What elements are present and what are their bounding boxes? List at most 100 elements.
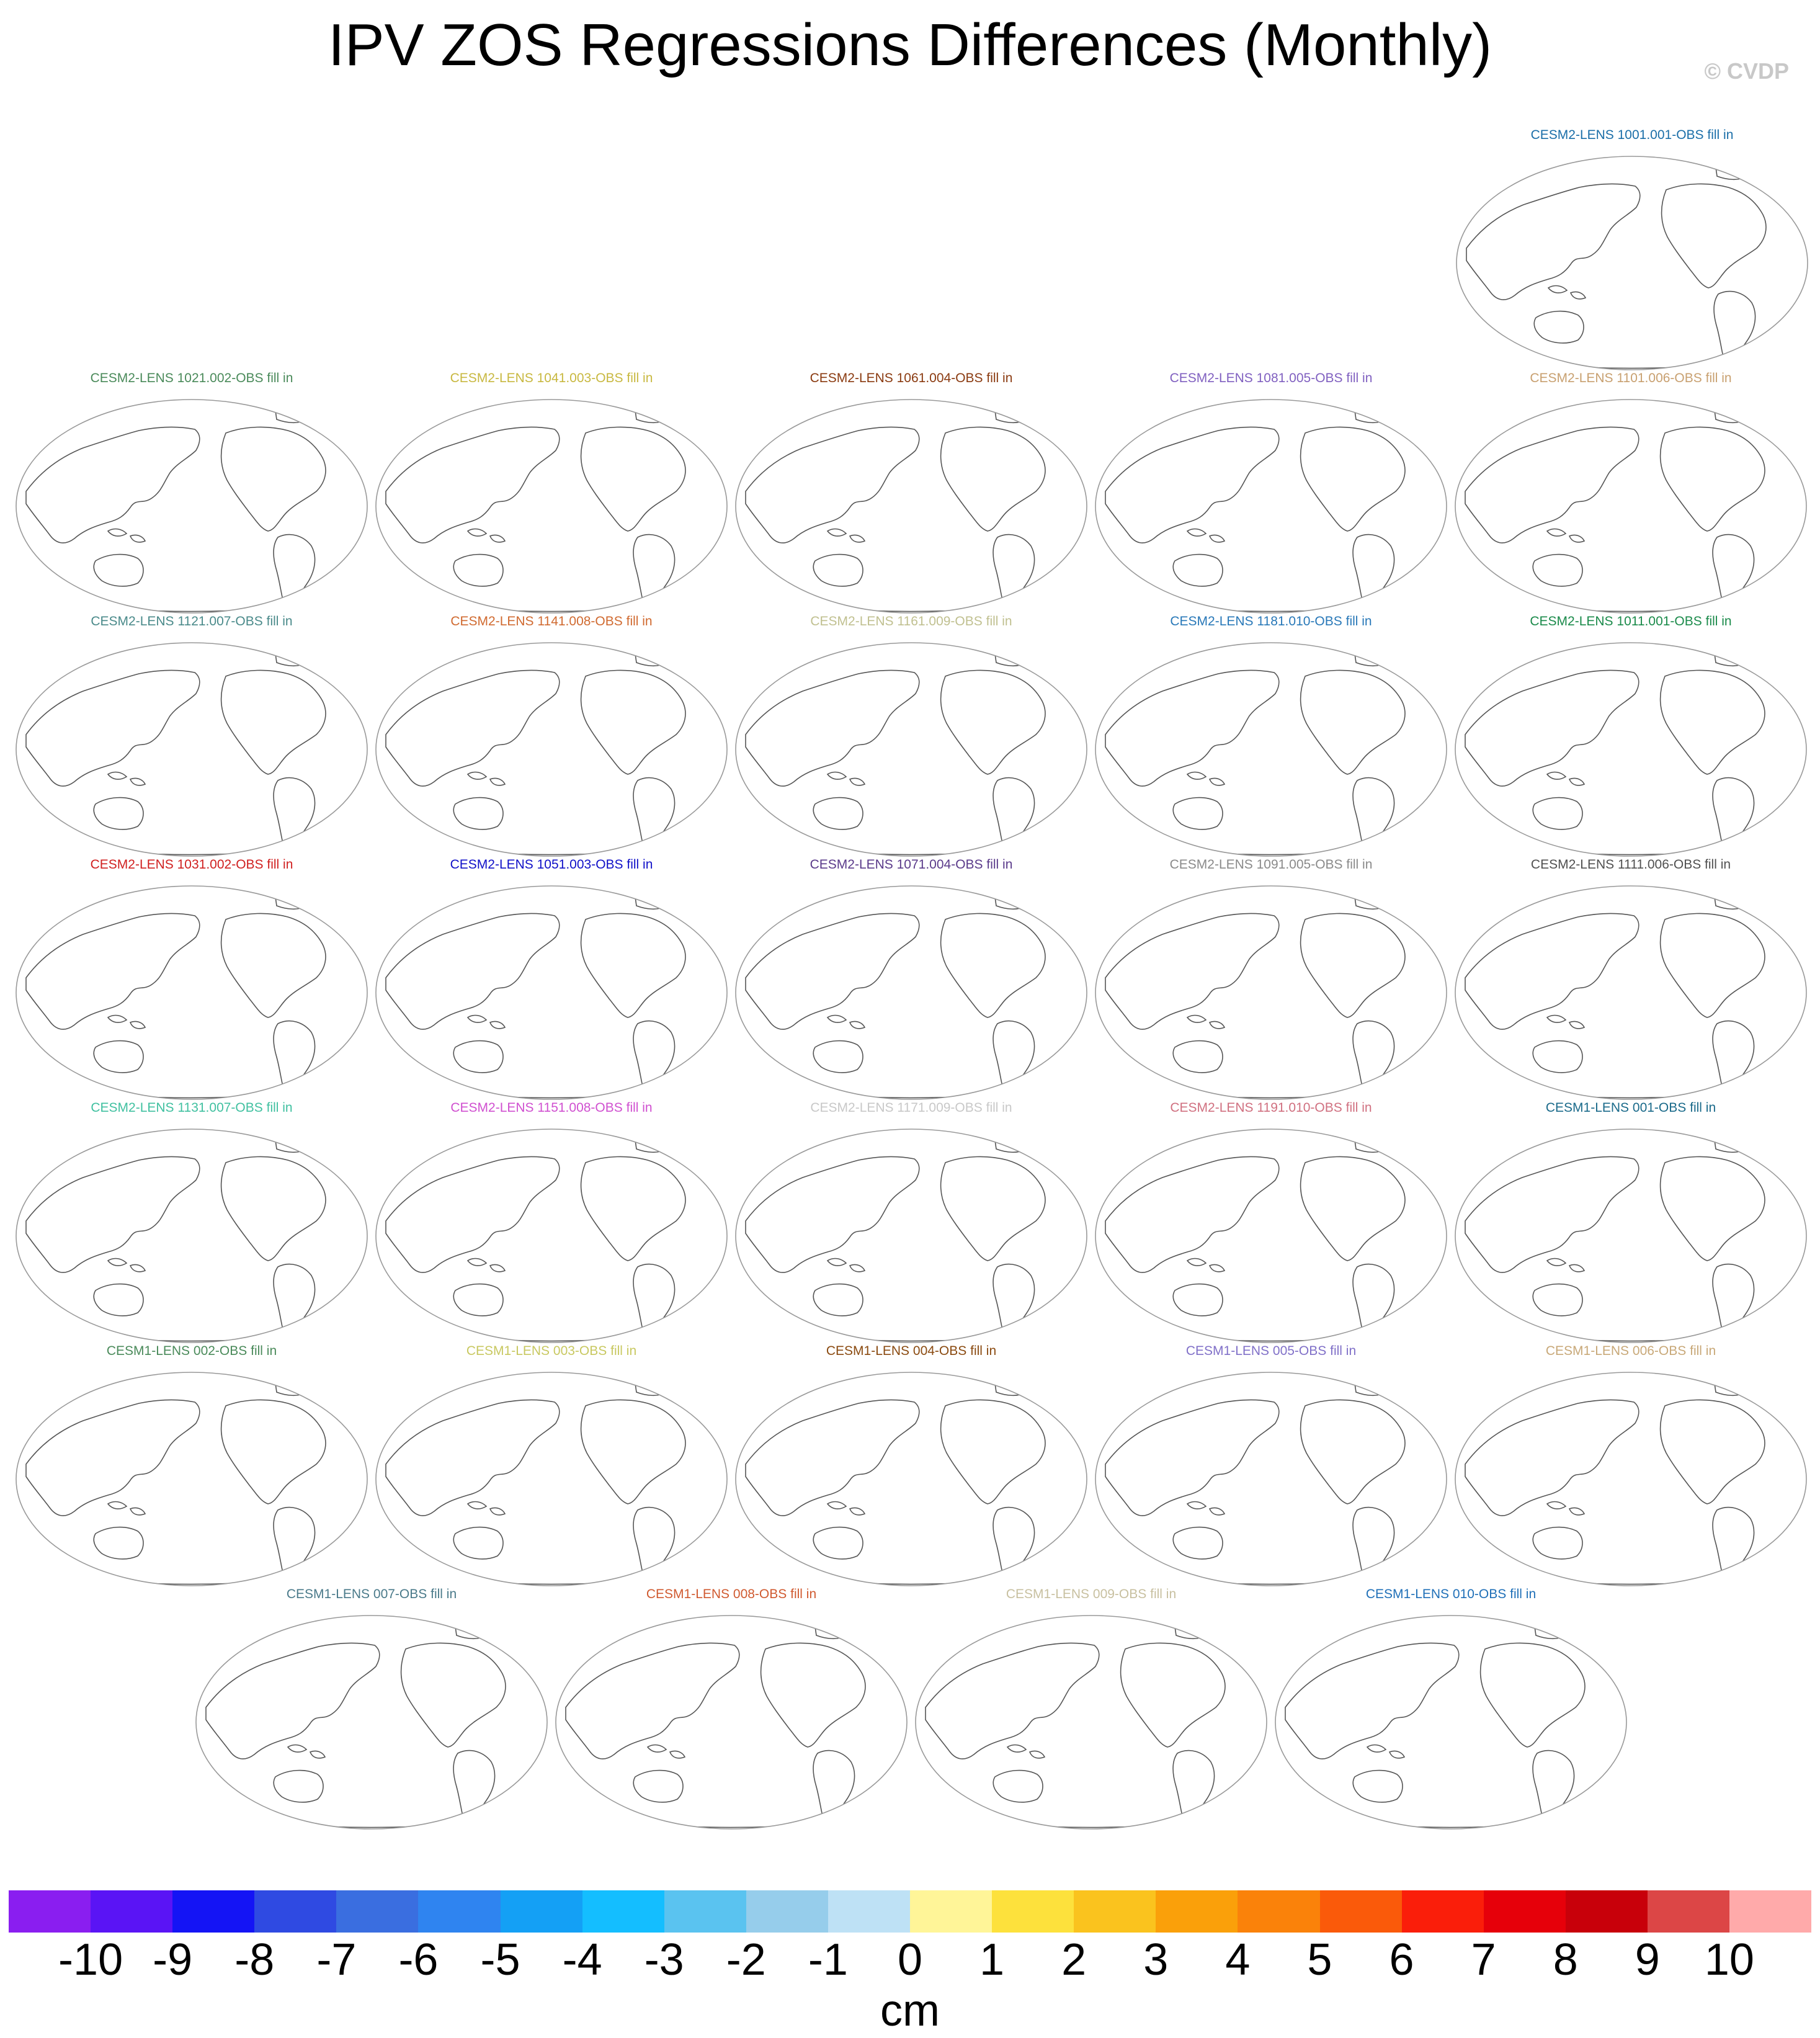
- map-panel: CESM1-LENS 002-OBS fill in: [14, 1344, 370, 1589]
- map-panel: CESM1-LENS 007-OBS fill in: [194, 1587, 550, 1833]
- colorbar-cell: [992, 1890, 1074, 1933]
- map-panel: CESM2-LENS 1061.004-OBS fill in: [733, 371, 1089, 617]
- coastlines: [1465, 653, 1765, 856]
- map-border: [1455, 642, 1807, 857]
- map-panel-title: CESM2-LENS 1131.007-OBS fill in: [91, 1101, 293, 1115]
- colorbar-units: cm: [880, 1986, 940, 2036]
- map-panel: CESM1-LENS 001-OBS fill in: [1453, 1101, 1809, 1346]
- map-panel: CESM2-LENS 1031.002-OBS fill in: [14, 857, 370, 1103]
- map-panel-title: CESM1-LENS 009-OBS fill in: [1006, 1587, 1177, 1601]
- coastlines: [745, 1139, 1046, 1342]
- map-panel-title: CESM2-LENS 1101.006-OBS fill in: [1530, 371, 1732, 385]
- coastlines: [1465, 1382, 1765, 1585]
- map-border: [915, 1615, 1267, 1830]
- map-panel-title: CESM2-LENS 1031.002-OBS fill in: [90, 857, 293, 872]
- map-panel: CESM1-LENS 009-OBS fill in: [913, 1587, 1269, 1833]
- colorbar-cell: [1319, 1890, 1402, 1933]
- map-border: [16, 885, 368, 1100]
- world-map: [1455, 1128, 1807, 1343]
- coastlines: [925, 1625, 1226, 1828]
- map-panel-title: CESM1-LENS 004-OBS fill in: [826, 1344, 997, 1358]
- map-border: [16, 1372, 368, 1586]
- map-panel-title: CESM2-LENS 1121.007-OBS fill in: [91, 614, 293, 628]
- map-panel: CESM1-LENS 008-OBS fill in: [553, 1587, 909, 1833]
- map-panel-title: CESM2-LENS 1111.006-OBS fill in: [1530, 857, 1731, 872]
- colorbar-tick-label: -3: [644, 1935, 684, 1985]
- colorbar-cell: [1238, 1890, 1320, 1933]
- colorbar-cell: [582, 1890, 664, 1933]
- colorbar-cell: [1647, 1890, 1729, 1933]
- colorbar-tick-label: 5: [1307, 1935, 1332, 1985]
- map-panel-title: CESM2-LENS 1181.010-OBS fill in: [1170, 614, 1372, 628]
- coastlines: [25, 409, 326, 612]
- map-panel-title: CESM2-LENS 1021.002-OBS fill in: [90, 371, 293, 385]
- map-panel-title: CESM2-LENS 1061.004-OBS fill in: [810, 371, 1013, 385]
- world-map: [16, 399, 368, 614]
- world-map: [555, 1615, 908, 1830]
- colorbar-tick-label: 0: [897, 1935, 923, 1985]
- coastlines: [1285, 1625, 1586, 1828]
- coastlines: [25, 896, 326, 1099]
- map-border: [1095, 885, 1447, 1100]
- colorbar-cell: [500, 1890, 582, 1933]
- page-title: IPV ZOS Regressions Differences (Monthly…: [328, 12, 1492, 78]
- colorbar-tick-label: -4: [562, 1935, 602, 1985]
- map-panel: CESM2-LENS 1191.010-OBS fill in: [1093, 1101, 1449, 1346]
- colorbar-cell: [664, 1890, 746, 1933]
- map-panel: CESM2-LENS 1181.010-OBS fill in: [1093, 614, 1449, 860]
- world-map: [915, 1615, 1267, 1830]
- colorbar-tick-label: -6: [398, 1935, 439, 1985]
- map-border: [1455, 1372, 1807, 1586]
- world-map: [375, 399, 728, 614]
- coastlines: [25, 653, 326, 856]
- map-border: [1455, 1128, 1807, 1343]
- world-map: [16, 1372, 368, 1586]
- world-map: [735, 885, 1087, 1100]
- coastlines: [1465, 896, 1765, 1099]
- colorbar-cell: [1074, 1890, 1156, 1933]
- colorbar-cell: [1729, 1890, 1812, 1933]
- colorbar-cell: [827, 1890, 911, 1933]
- map-border: [735, 1372, 1087, 1586]
- coastlines: [1465, 1139, 1765, 1342]
- colorbar-cell: [746, 1890, 828, 1933]
- map-panel-title: CESM2-LENS 1081.005-OBS fill in: [1169, 371, 1373, 385]
- colorbar-tick-label: 8: [1553, 1935, 1578, 1985]
- map-panel: CESM2-LENS 1121.007-OBS fill in: [14, 614, 370, 860]
- coastlines: [565, 1625, 866, 1828]
- world-map: [1095, 1372, 1447, 1586]
- map-border: [375, 1128, 728, 1343]
- map-panel: CESM2-LENS 1111.006-OBS fill in: [1453, 857, 1809, 1103]
- world-map: [1456, 156, 1808, 370]
- map-border: [16, 1128, 368, 1343]
- map-border: [1456, 156, 1808, 370]
- coastlines: [1466, 166, 1767, 369]
- colorbar-cell: [910, 1890, 993, 1933]
- coastlines: [745, 1382, 1046, 1585]
- colorbar-cell: [1401, 1890, 1484, 1933]
- coastlines: [1105, 896, 1406, 1099]
- map-panel-title: CESM2-LENS 1151.008-OBS fill in: [450, 1101, 653, 1115]
- map-panel: CESM2-LENS 1141.008-OBS fill in: [373, 614, 729, 860]
- world-map: [375, 1372, 728, 1586]
- colorbar-cell: [1156, 1890, 1238, 1933]
- colorbar-tick-label: 3: [1143, 1935, 1169, 1985]
- map-border: [1275, 1615, 1627, 1830]
- coastlines: [745, 896, 1046, 1099]
- map-border: [16, 399, 368, 614]
- world-map: [1275, 1615, 1627, 1830]
- colorbar-tick-label: -2: [726, 1935, 766, 1985]
- colorbar-cell: [1565, 1890, 1648, 1933]
- map-border: [195, 1615, 548, 1830]
- colorbar-cell: [1483, 1890, 1566, 1933]
- colorbar-tick-label: -9: [153, 1935, 193, 1985]
- colorbar-cell: [172, 1890, 255, 1933]
- map-panel: CESM2-LENS 1071.004-OBS fill in: [733, 857, 1089, 1103]
- map-panel: CESM1-LENS 004-OBS fill in: [733, 1344, 1089, 1589]
- world-map: [195, 1615, 548, 1830]
- map-border: [555, 1615, 908, 1830]
- coastlines: [745, 653, 1046, 856]
- world-map: [16, 885, 368, 1100]
- map-border: [1095, 1128, 1447, 1343]
- colorbar-tick-label: 9: [1635, 1935, 1660, 1985]
